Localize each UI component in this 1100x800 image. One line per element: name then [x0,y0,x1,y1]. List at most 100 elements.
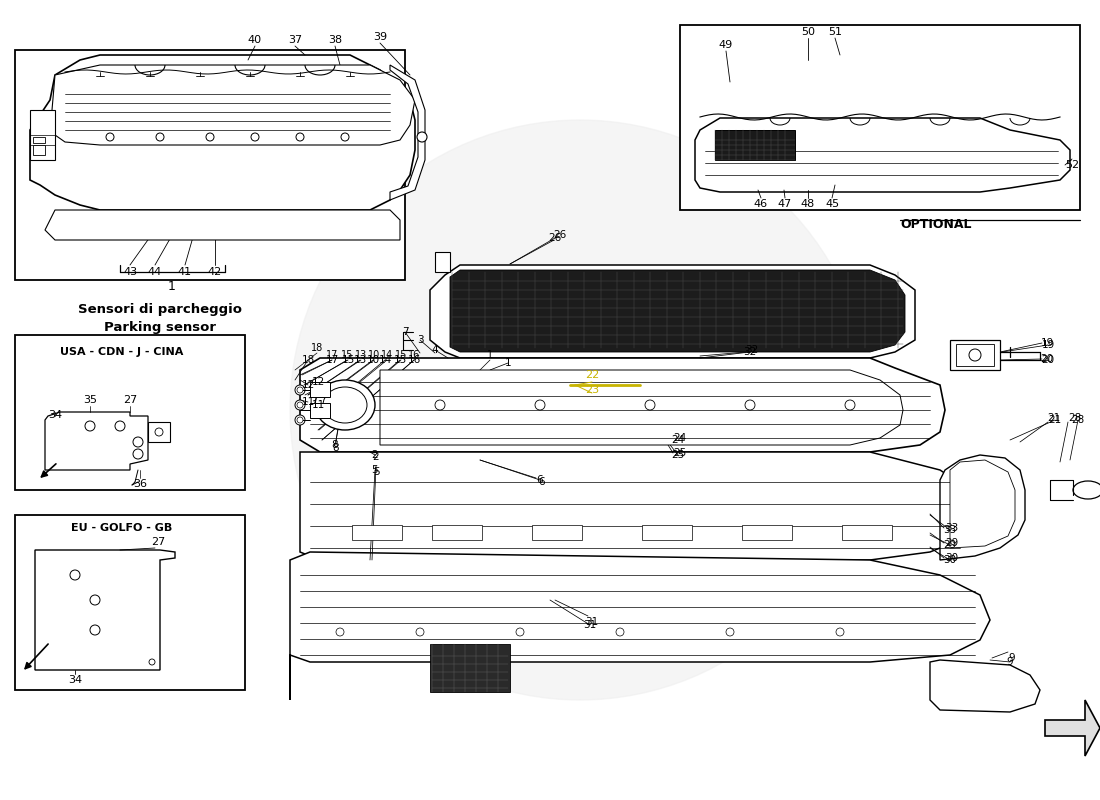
Bar [352,525,402,540]
Bar [956,344,994,366]
Polygon shape [290,552,990,700]
Ellipse shape [1072,481,1100,499]
Polygon shape [379,370,903,445]
Text: 5: 5 [373,467,380,477]
Text: 37: 37 [288,35,302,45]
Text: 9: 9 [1006,657,1013,667]
Text: passion1985: passion1985 [432,404,807,456]
Text: 13: 13 [353,355,366,365]
Text: 22: 22 [585,370,600,380]
Circle shape [297,402,302,408]
Text: 39: 39 [373,32,387,42]
Text: 4: 4 [431,345,438,355]
Text: 38: 38 [328,35,342,45]
Circle shape [726,628,734,636]
Bar [33,137,45,143]
Polygon shape [1045,700,1100,756]
Text: Sensori di parcheggio: Sensori di parcheggio [78,303,242,317]
Text: 42: 42 [208,267,222,277]
Text: 32: 32 [744,347,757,357]
Bar [310,382,330,397]
Circle shape [535,400,544,410]
Polygon shape [300,452,975,560]
Text: 34: 34 [68,675,82,685]
Circle shape [295,415,305,425]
Text: 16: 16 [407,355,420,365]
Polygon shape [695,118,1070,192]
Circle shape [156,133,164,141]
Circle shape [70,570,80,580]
Bar [715,130,795,160]
Circle shape [116,421,125,431]
Text: 15: 15 [341,355,354,365]
Text: 35: 35 [82,395,97,405]
Polygon shape [30,55,415,210]
Text: 15: 15 [341,350,353,360]
Bar [15,335,245,490]
Text: 26: 26 [549,233,562,243]
Text: 19: 19 [1041,338,1054,348]
Polygon shape [35,550,175,670]
Circle shape [296,133,304,141]
Polygon shape [45,210,400,240]
Text: 1: 1 [168,279,176,293]
Polygon shape [300,358,945,452]
Text: 11: 11 [301,397,315,407]
Bar [680,25,1080,210]
Ellipse shape [315,380,375,430]
Circle shape [845,400,855,410]
Circle shape [206,133,214,141]
Polygon shape [950,460,1015,548]
Circle shape [336,628,344,636]
Circle shape [297,417,302,423]
Circle shape [251,133,258,141]
Text: 13: 13 [355,350,367,360]
Bar [148,422,170,442]
Text: 33: 33 [945,523,958,533]
Text: 21: 21 [1048,415,1062,425]
Bar [310,403,330,418]
Text: 29: 29 [944,540,957,550]
Text: 46: 46 [754,199,768,209]
Text: 28: 28 [1068,413,1081,423]
Bar [15,515,245,690]
Text: 15: 15 [395,350,407,360]
Circle shape [434,400,446,410]
Text: 12: 12 [311,377,324,387]
Polygon shape [450,270,905,352]
Circle shape [133,437,143,447]
Circle shape [297,387,302,393]
Polygon shape [430,265,915,358]
Text: 12: 12 [301,380,315,390]
Circle shape [90,625,100,635]
Text: 25: 25 [671,450,684,460]
Text: 21: 21 [1047,413,1060,423]
Text: 18: 18 [311,343,323,353]
Circle shape [416,628,424,636]
Circle shape [133,449,143,459]
Text: 6: 6 [537,475,543,485]
Text: 2: 2 [372,450,378,460]
Text: 49: 49 [719,40,733,50]
Text: 27: 27 [123,395,138,405]
Text: 52: 52 [1065,160,1079,170]
Text: Parking sensor: Parking sensor [104,322,216,334]
Bar [742,525,792,540]
Text: OPTIONAL: OPTIONAL [900,218,971,231]
Text: 20: 20 [1042,355,1055,365]
Text: 8: 8 [332,440,339,450]
Text: 44: 44 [147,267,162,277]
Text: 43: 43 [123,267,138,277]
Text: 3: 3 [417,335,424,345]
Bar [430,644,510,692]
Bar [842,525,892,540]
Text: 15: 15 [394,355,407,365]
Bar [434,252,450,272]
Text: 50: 50 [801,27,815,37]
Bar [642,525,692,540]
Text: 31: 31 [583,620,596,630]
Circle shape [90,595,100,605]
Text: 6: 6 [539,477,546,487]
Text: 1: 1 [505,358,512,368]
Text: 51: 51 [828,27,842,37]
